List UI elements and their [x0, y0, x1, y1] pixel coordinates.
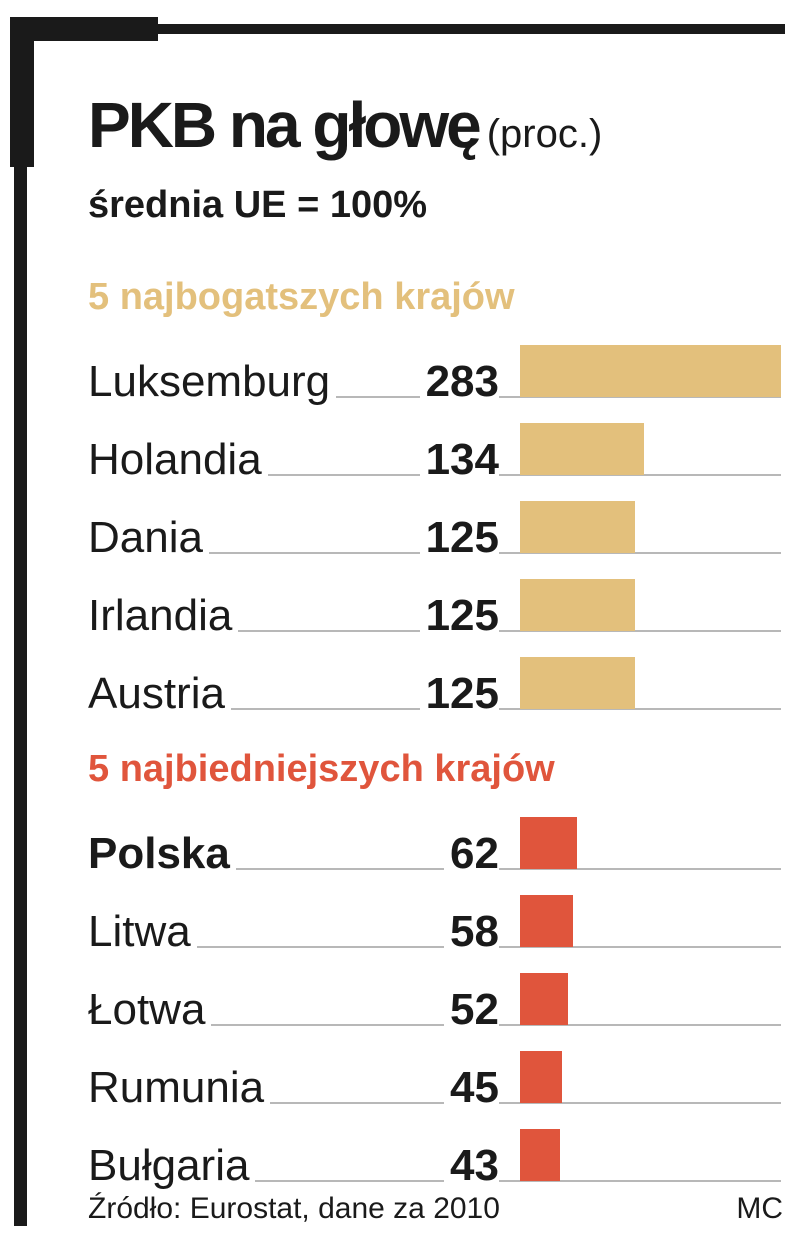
chart-subtitle: średnia UE = 100% — [88, 184, 428, 226]
frame-left-rule — [14, 17, 27, 1226]
category-label: Austria — [88, 672, 231, 716]
credit: MC — [736, 1192, 783, 1225]
leader-line — [88, 868, 781, 870]
category-label: Litwa — [88, 910, 197, 954]
category-label: Rumunia — [88, 1066, 271, 1110]
bar — [520, 895, 573, 947]
bar-row: Łotwa 52 — [88, 958, 781, 1036]
bar — [520, 423, 644, 475]
leader-line — [88, 1024, 781, 1026]
category-label: Dania — [88, 516, 209, 560]
bar-row: Austria 125 — [88, 642, 781, 720]
poor-section-heading: 5 najbiedniejszych krajów — [88, 748, 555, 790]
category-label: Łotwa — [88, 988, 212, 1032]
bar-row: Holandia 134 — [88, 408, 781, 486]
bar-row: Luksemburg 283 — [88, 330, 781, 408]
bar — [520, 817, 577, 869]
bar — [520, 579, 635, 631]
value-label: 125 — [419, 672, 499, 716]
value-label: 134 — [419, 438, 499, 482]
category-label: Irlandia — [88, 594, 239, 638]
chart-title-text: PKB na głowę — [88, 89, 482, 161]
bar — [520, 973, 568, 1025]
chart-title-unit: (proc.) — [486, 112, 603, 156]
category-label: Bułgaria — [88, 1144, 256, 1188]
bar — [520, 345, 781, 397]
bar-row: Dania 125 — [88, 486, 781, 564]
value-label: 62 — [444, 832, 499, 876]
frame-top-rule — [10, 24, 785, 34]
bar-row: Polska 62 — [88, 802, 781, 880]
value-label: 125 — [419, 594, 499, 638]
rich-section-heading: 5 najbogatszych krajów — [88, 276, 515, 318]
category-label: Polska — [88, 832, 236, 876]
value-label: 45 — [444, 1066, 499, 1110]
bar-row: Rumunia 45 — [88, 1036, 781, 1114]
bar — [520, 501, 635, 553]
bar-row: Bułgaria 43 — [88, 1114, 781, 1192]
bar — [520, 1129, 560, 1181]
value-label: 52 — [444, 988, 499, 1032]
leader-line — [88, 1180, 781, 1182]
value-label: 58 — [444, 910, 499, 954]
leader-line — [88, 1102, 781, 1104]
chart-title: PKB na głowę (proc.) — [88, 88, 602, 162]
category-label: Luksemburg — [88, 360, 337, 404]
value-label: 43 — [444, 1144, 499, 1188]
source-note: Źródło: Eurostat, dane za 2010 — [88, 1192, 500, 1225]
category-label: Holandia — [88, 438, 268, 482]
bar — [520, 1051, 562, 1103]
bar-row: Litwa 58 — [88, 880, 781, 958]
bar — [520, 657, 635, 709]
value-label: 283 — [419, 360, 499, 404]
value-label: 125 — [419, 516, 499, 560]
leader-line — [88, 946, 781, 948]
bar-row: Irlandia 125 — [88, 564, 781, 642]
